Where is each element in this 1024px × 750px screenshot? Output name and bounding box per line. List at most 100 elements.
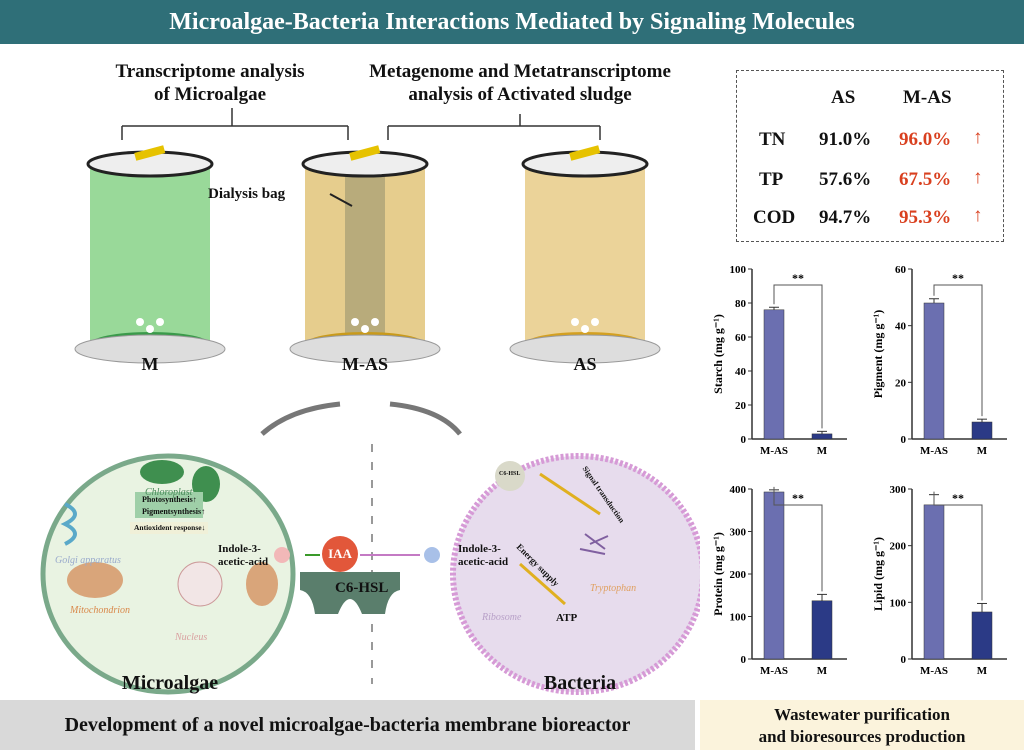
microalgae-label: Microalgae [121, 672, 219, 694]
curved-arrow-left [260, 401, 341, 436]
significance-bracket [933, 491, 983, 601]
page-title: Microalgae-Bacteria Interactions Mediate… [0, 0, 1024, 44]
golgi-label: Golgi apparatus [55, 555, 121, 566]
transcriptome-header: Transcriptome analysis of Microalgae [60, 60, 360, 106]
footer-line: and bioresources production [758, 727, 966, 746]
iaa-right-label: Indole-3- acetic-acid [458, 543, 508, 569]
y-tick-label: 0 [741, 434, 747, 446]
bar [763, 309, 785, 440]
photo-box-text: Photosynthesis↑ Pigmentsynthesis↑ [142, 494, 205, 518]
bacteria-cell [450, 453, 700, 695]
header-line: of Microalgae [153, 84, 267, 105]
row-name: TP [759, 169, 784, 190]
channel-right [424, 547, 440, 563]
significance-bracket [933, 284, 983, 417]
ribosome-label: Ribosome [482, 612, 522, 623]
x-tick-label: M-AS [920, 445, 948, 457]
mas-value: 95.3% [899, 207, 952, 228]
tryptophan-label: Tryptophan [590, 583, 637, 594]
significance-label: ** [792, 491, 804, 505]
text: Indole-3- [218, 543, 261, 555]
iaa-label: IAA [328, 546, 352, 561]
photosynthesis-box [135, 492, 203, 518]
reactor-mas [289, 145, 441, 364]
nucleus-icon [177, 561, 223, 607]
up-arrow-icon: ↑ [973, 167, 983, 188]
mas-value: 96.0% [899, 129, 952, 150]
antioxidant-label: Antioxident response↓ [134, 523, 206, 532]
chloroplast-icon [140, 460, 184, 484]
significance-bracket [773, 486, 823, 592]
y-tick-label: 40 [735, 366, 747, 378]
bar-charts: 0 20 40 60 80 100 Starch (mg g⁻¹) M-AS M ** 0 20 40 6… [711, 264, 1007, 677]
golgi-icon [60, 502, 77, 546]
bar [971, 421, 993, 440]
header-line: Metagenome and Metatranscriptome [369, 61, 671, 82]
y-tick-label: 200 [730, 569, 747, 581]
y-tick-label: 200 [890, 541, 907, 553]
y-tick-label: 0 [741, 654, 747, 666]
y-axis-label: Protein (mg g⁻¹) [711, 532, 725, 616]
curved-arrow-right [389, 401, 462, 436]
iaa-left-label: Indole-3- acetic-acid [218, 543, 268, 569]
significance-bracket [773, 284, 823, 429]
y-tick-label: 60 [735, 332, 747, 344]
y-tick-label: 100 [730, 612, 747, 624]
cells-white [136, 318, 599, 333]
row-name: COD [753, 207, 796, 228]
bar [923, 504, 945, 660]
up-arrow-icon: ↑ [973, 205, 983, 226]
text: Indole-3- [458, 543, 501, 555]
footer-left: Development of a novel microalgae-bacter… [0, 700, 695, 750]
bar [923, 302, 945, 440]
bar [971, 611, 993, 660]
as-value: 94.7% [819, 207, 872, 228]
y-tick-label: 20 [895, 377, 907, 389]
atp-label: ATP [556, 612, 578, 624]
header-line: analysis of Activated sludge [408, 84, 632, 105]
label-as: AS [573, 354, 597, 374]
x-tick-label: M-AS [760, 665, 788, 677]
bracket-lines [121, 108, 601, 140]
photosynthesis-label: Photosynthesis↑ [142, 495, 197, 504]
x-tick-label: M [977, 665, 988, 677]
text: acetic-acid [458, 556, 509, 568]
y-axis-label: Lipid (mg g⁻¹) [871, 537, 885, 611]
y-tick-label: 0 [901, 654, 907, 666]
as-value: 57.6% [819, 169, 872, 190]
energy-arrow [519, 562, 566, 606]
x-tick-label: M-AS [920, 665, 948, 677]
dialysis-bag-label: Dialysis bag [208, 186, 286, 202]
y-tick-label: 40 [895, 321, 907, 333]
mitochondrion-icon [67, 562, 123, 598]
significance-label: ** [952, 491, 964, 505]
footer-line: Wastewater purification [774, 705, 950, 724]
microalgae-cell [40, 453, 296, 695]
significance-label: ** [952, 271, 964, 285]
pigmentsynthesis-label: Pigmentsynthesis↑ [142, 507, 206, 516]
row-name: TN [759, 129, 786, 150]
label-mas: M-AS [342, 354, 388, 374]
y-tick-label: 60 [895, 264, 907, 276]
label-m: M [141, 354, 159, 374]
mitochondrion-label: Mitochondrion [70, 605, 130, 616]
y-tick-label: 300 [890, 484, 907, 496]
bacteria-label: Bacteria [543, 672, 617, 694]
y-tick-label: 100 [730, 264, 747, 276]
text: acetic-acid [218, 556, 269, 568]
x-tick-label: M [817, 665, 828, 677]
iaa-circle [322, 536, 358, 572]
col-header: M-AS [903, 87, 952, 108]
c6hsl-small-label: C6-HSL [499, 471, 521, 477]
bar [763, 491, 785, 660]
y-tick-label: 100 [890, 597, 907, 609]
significance-label: ** [792, 271, 804, 285]
col-header: AS [831, 87, 856, 108]
as-value: 91.0% [819, 129, 872, 150]
channel-left [274, 547, 290, 563]
chloroplast-label: Chloroplast [145, 487, 193, 498]
diagram-graphics [40, 108, 700, 695]
footer-right: Wastewater purification and bioresources … [700, 700, 1024, 750]
reactor-as [509, 145, 661, 364]
bridge-icon [300, 572, 400, 614]
